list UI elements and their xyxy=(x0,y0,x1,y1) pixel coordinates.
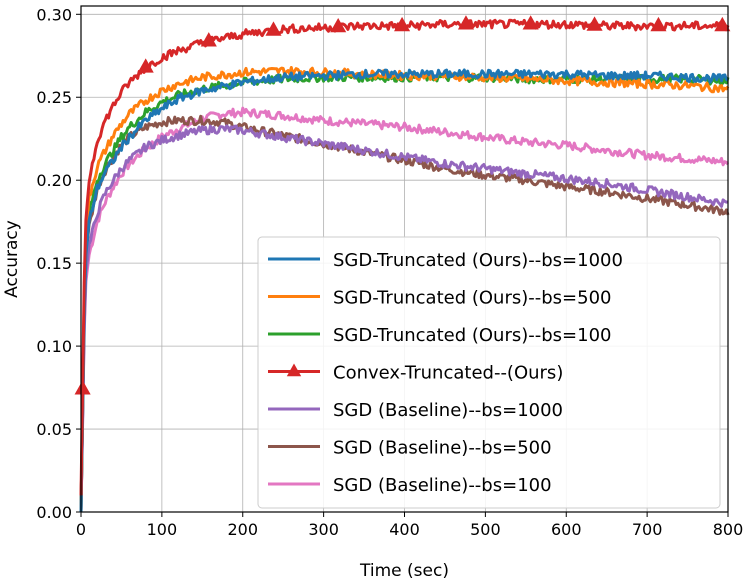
y-tick-label: 0.30 xyxy=(36,5,72,24)
series-line-sgd-baseline-bs-1000 xyxy=(79,124,729,513)
x-axis-label: Time (sec) xyxy=(359,561,449,581)
axis-ticks: 0 100 200 300 400 500 600 700 800 0.00 0.05 0.10 0.1… xyxy=(36,5,743,539)
x-tick-label: 0 xyxy=(76,520,86,539)
triangle-marker xyxy=(714,16,731,32)
y-tick-label: 0.00 xyxy=(36,503,72,522)
triangle-marker xyxy=(522,15,539,30)
x-tick-label: 400 xyxy=(389,520,420,539)
legend-entry-label: SGD-Truncated (Ours)--bs=500 xyxy=(333,288,611,309)
triangle-marker xyxy=(650,16,667,32)
y-tick-label: 0.05 xyxy=(36,420,72,439)
x-tick-label: 100 xyxy=(147,520,178,539)
y-tick-label: 0.25 xyxy=(36,88,72,107)
y-tick-label: 0.20 xyxy=(36,171,72,190)
triangle-marker xyxy=(394,16,411,32)
triangle-marker xyxy=(457,15,475,30)
x-tick-label: 800 xyxy=(713,520,744,539)
legend-entry-label: SGD-Truncated (Ours)--bs=100 xyxy=(333,325,611,346)
x-tick-label: 200 xyxy=(227,520,258,539)
x-tick-label: 500 xyxy=(470,520,501,539)
series-line-sgd-truncated-ours-bs-1000 xyxy=(79,68,729,513)
x-tick-label: 300 xyxy=(308,520,339,539)
triangle-marker xyxy=(74,380,91,395)
legend-entry-label: SGD (Baseline)--bs=100 xyxy=(333,475,552,496)
y-tick-label: 0.15 xyxy=(36,254,72,273)
triangle-marker xyxy=(586,16,603,31)
x-tick-label: 600 xyxy=(551,520,582,539)
triangle-marker xyxy=(200,32,217,47)
legend-entry-label: SGD-Truncated (Ours)--bs=1000 xyxy=(333,250,623,271)
legend-box xyxy=(257,236,721,509)
triangle-marker xyxy=(330,17,347,33)
legend-entry-label: SGD (Baseline)--bs=1000 xyxy=(333,400,563,421)
legend: SGD-Truncated (Ours)--bs=1000 SGD-Truncat… xyxy=(257,236,721,509)
legend-entry-label: SGD (Baseline)--bs=500 xyxy=(333,438,552,459)
legend-entry-label: Convex-Truncated--(Ours) xyxy=(333,363,563,384)
triangle-marker xyxy=(265,21,282,36)
y-axis-label: Accuracy xyxy=(2,220,22,298)
y-tick-label: 0.10 xyxy=(36,337,72,356)
x-tick-label: 700 xyxy=(632,520,663,539)
triangle-marker xyxy=(137,58,154,73)
legend-triangle-marker xyxy=(286,363,302,377)
series-lines xyxy=(74,15,731,513)
